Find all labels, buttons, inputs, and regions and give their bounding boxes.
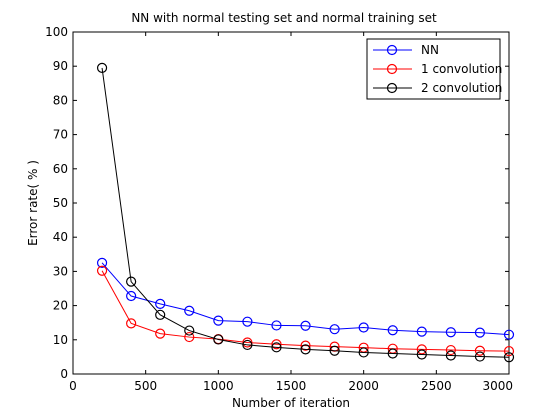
y-axis-label: Error rate( % ): [26, 160, 40, 246]
y-tick-label: 30: [53, 264, 68, 278]
x-axis-label: Number of iteration: [232, 396, 350, 410]
legend-label-2-convolution: 2 convolution: [421, 81, 502, 95]
x-tick-label: 2000: [348, 379, 379, 393]
legend-label-1-convolution: 1 convolution: [421, 62, 502, 76]
y-tick-label: 0: [60, 367, 68, 381]
y-tick-label: 10: [53, 333, 68, 347]
y-tick-label: 70: [53, 128, 68, 142]
y-tick-label: 60: [53, 162, 68, 176]
y-tick-label: 20: [53, 299, 68, 313]
x-tick-label: 1500: [276, 379, 307, 393]
y-tick-label: 50: [53, 196, 68, 210]
chart-title: NN with normal testing set and normal tr…: [131, 11, 437, 25]
y-tick-label: 40: [53, 230, 68, 244]
legend: NN 1 convolution 2 convolution: [367, 39, 502, 99]
y-tick-label: 100: [45, 25, 68, 39]
legend-label-nn: NN: [421, 43, 439, 57]
y-tick-label: 80: [53, 93, 68, 107]
x-tick-label: 1000: [203, 379, 234, 393]
x-tick-label: 0: [69, 379, 77, 393]
x-tick-label: 2500: [421, 379, 452, 393]
x-tick-label: 500: [134, 379, 157, 393]
x-tick-label: 3000: [482, 379, 513, 393]
y-tick-label: 90: [53, 59, 68, 73]
